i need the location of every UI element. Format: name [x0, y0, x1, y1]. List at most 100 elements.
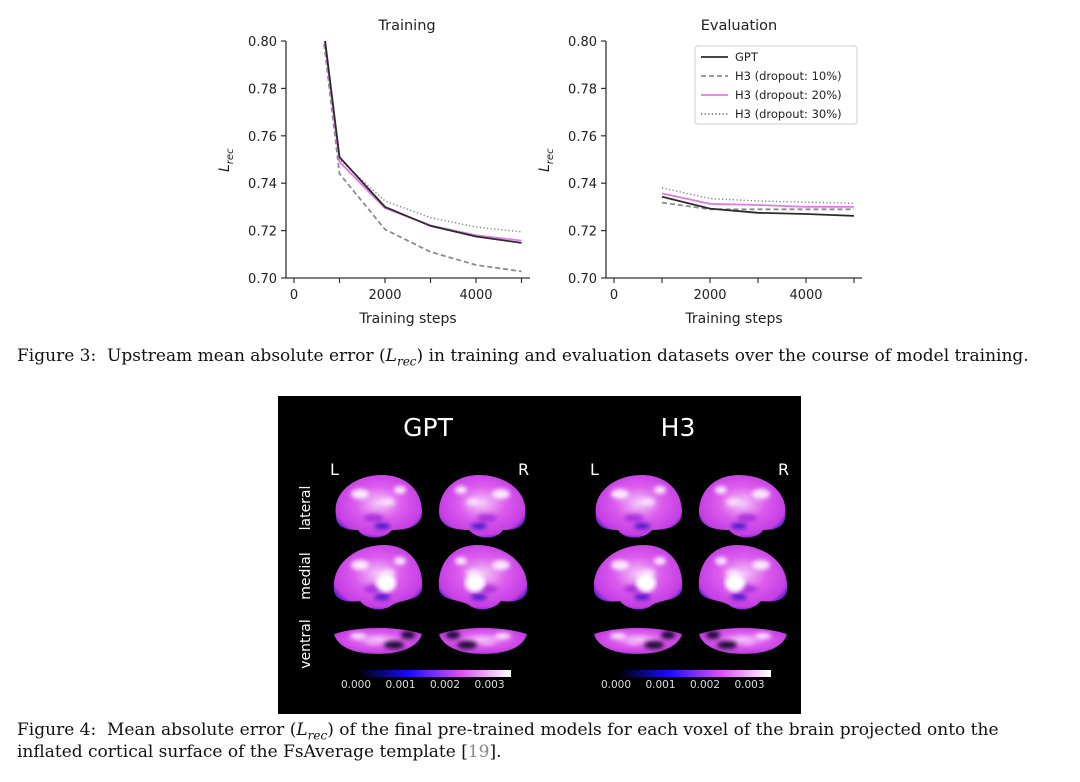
y-axis-label: Lrec	[537, 148, 556, 172]
brain-spot	[644, 641, 664, 649]
brain-gpt-right-ventral	[439, 628, 527, 654]
citation-link[interactable]: 19	[467, 742, 490, 762]
caption-symbol: L	[385, 346, 397, 366]
y-tick-label: 0.72	[568, 225, 597, 240]
colorbar-tick-label: 0.001	[645, 679, 675, 691]
brain-spot	[742, 639, 754, 645]
brain-surface	[698, 544, 788, 610]
y-axis-label-main: L	[217, 164, 233, 172]
series-line-h3-dropout-30-	[324, 41, 522, 233]
x-axis-label: Training steps	[358, 311, 456, 327]
brain-spot	[641, 498, 655, 506]
brain-spot	[654, 557, 666, 565]
y-tick-label: 0.76	[248, 130, 277, 145]
view-label-lateral: lateral	[298, 486, 314, 531]
brain-spot	[755, 633, 771, 639]
brain-h3-left-lateral	[595, 474, 682, 538]
panel-title: GPT	[403, 413, 453, 442]
caption-text: ) in training and evaluation datasets ov…	[416, 346, 1029, 366]
brain-spot	[394, 486, 406, 494]
caption-text: Mean absolute error (	[107, 720, 297, 740]
colorbar	[358, 670, 511, 677]
legend-label: H3 (dropout: 20%)	[735, 88, 842, 102]
brain-spot	[384, 641, 404, 649]
brain-spot	[455, 557, 467, 565]
brain-spot	[752, 489, 770, 499]
brain-spot	[624, 514, 644, 522]
brain-spot	[636, 574, 656, 592]
y-tick-label: 0.72	[248, 225, 277, 240]
colorbar-tick-label: 0.000	[341, 679, 371, 691]
x-tick-label: 4000	[789, 288, 822, 303]
series-line-h3-dropout-20-	[661, 192, 854, 208]
brain-h3-right-lateral	[699, 474, 786, 538]
brain-spot	[627, 639, 639, 645]
brain-spot	[752, 560, 770, 570]
caption-text: ].	[489, 742, 502, 762]
x-tick-label: 2000	[368, 288, 401, 303]
brain-spot	[634, 523, 650, 529]
hemisphere-right-label: R	[518, 460, 529, 479]
legend-box	[694, 45, 858, 125]
brain-spot	[446, 631, 460, 639]
brain-spot	[477, 514, 497, 522]
hemisphere-right-label: R	[778, 460, 789, 479]
brain-spot	[715, 557, 727, 565]
figure-3-label: Figure 3:	[17, 346, 97, 366]
brain-spot	[401, 631, 415, 639]
brain-spot	[381, 498, 395, 506]
series-line-h3-dropout-30-	[661, 187, 855, 204]
y-tick-label: 0.70	[248, 272, 277, 287]
x-tick-label: 0	[290, 288, 298, 303]
brain-spot	[350, 633, 366, 639]
colorbar	[618, 670, 771, 677]
brain-h3-left-ventral	[594, 628, 682, 654]
y-tick-label: 0.78	[248, 82, 277, 97]
brain-h3-left-medial	[593, 544, 683, 610]
brain-spot	[492, 489, 510, 499]
chart-training: Training 0.70 0.72 0.74 0.76 0.78 0.80 0 2000 400…	[217, 18, 530, 327]
brain-h3-right-medial	[698, 544, 788, 610]
brain-spot	[466, 498, 480, 506]
brain-gpt-right-medial	[438, 544, 528, 610]
panel-title: H3	[661, 413, 696, 442]
colorbar-tick-label: 0.003	[474, 679, 504, 691]
brain-spot	[471, 594, 487, 600]
series-line-gpt	[661, 195, 855, 217]
caption-symbol: L	[296, 720, 308, 740]
brain-spot	[492, 560, 510, 570]
brain-highlights	[706, 631, 771, 649]
legend: GPT H3 (dropout: 10%) H3 (dropout: 20%) H3 …	[694, 45, 858, 125]
brain-gpt-right-lateral	[439, 474, 526, 538]
brain-spot	[726, 498, 740, 506]
brain-spot	[482, 639, 494, 645]
brain-spot	[367, 639, 379, 645]
figure-3-caption: Figure 3: Upstream mean absolute error (…	[17, 346, 1029, 372]
brain-spot	[351, 560, 369, 570]
brain-highlights	[351, 486, 406, 529]
y-axis-label-sub: rec	[225, 148, 236, 164]
y-tick-label: 0.76	[568, 130, 597, 145]
figure-3-charts: Training 0.70 0.72 0.74 0.76 0.78 0.80 0 2000 400…	[217, 18, 862, 327]
y-tick-label: 0.74	[568, 177, 597, 192]
view-label-medial: medial	[298, 552, 314, 600]
brain-spot	[611, 560, 629, 570]
caption-text: inflated cortical surface of the FsAvera…	[17, 742, 468, 762]
brain-gpt-left-lateral	[335, 474, 422, 538]
brain-highlights	[446, 631, 511, 649]
figure-4-caption: Figure 4: Mean absolute error (Lrec) of …	[17, 720, 999, 746]
brain-spot	[471, 523, 487, 529]
brain-spot	[715, 486, 727, 494]
y-axis-label-main: L	[537, 164, 553, 172]
brain-spot	[725, 574, 745, 592]
brain-h3-right-ventral	[699, 628, 787, 654]
series-line-h3-dropout-10-	[661, 201, 854, 211]
brain-spot	[374, 594, 390, 600]
caption-text: Upstream mean absolute error (	[107, 346, 386, 366]
hemisphere-left-label: L	[590, 460, 599, 479]
brain-spot	[394, 557, 406, 565]
y-tick-label: 0.74	[248, 177, 277, 192]
brain-spot	[495, 633, 511, 639]
y-axis-label: Lrec	[217, 148, 236, 172]
x-tick-label: 4000	[459, 288, 492, 303]
